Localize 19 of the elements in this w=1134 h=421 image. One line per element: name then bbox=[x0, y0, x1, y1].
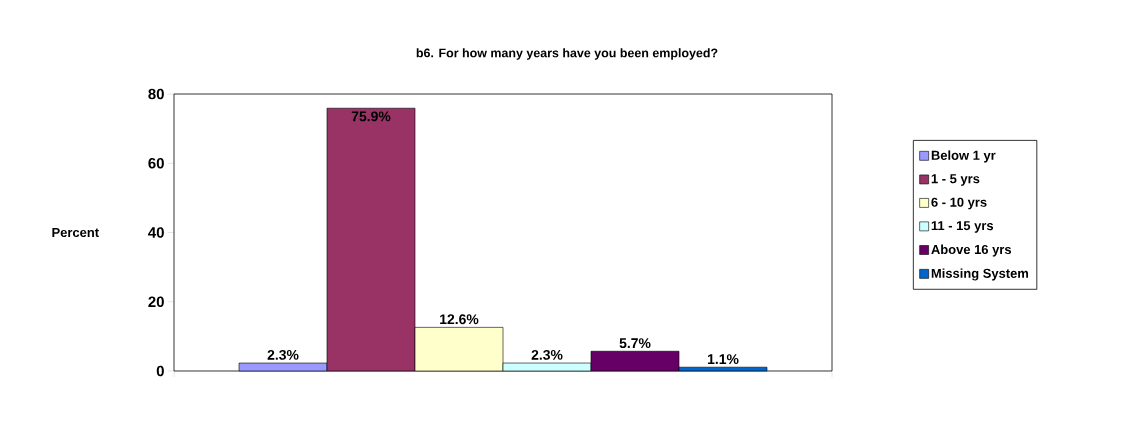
legend-label: 11 - 15 yrs bbox=[931, 221, 994, 233]
data-label: 12.6% bbox=[440, 314, 479, 325]
y-tick-label: 60 bbox=[148, 157, 164, 169]
legend-label: 1 - 5 yrs bbox=[931, 174, 980, 186]
data-label: 2.3% bbox=[531, 349, 563, 360]
y-axis-title: Percent bbox=[52, 227, 99, 238]
legend-label: Below 1 yr bbox=[931, 150, 996, 163]
data-label: 5.7% bbox=[619, 338, 651, 349]
data-label: 1.1% bbox=[707, 354, 739, 364]
y-tick-label: 0 bbox=[156, 365, 164, 377]
y-tick-label: 40 bbox=[148, 227, 164, 238]
y-tick-label: 20 bbox=[148, 296, 164, 308]
data-label: 75.9% bbox=[351, 111, 391, 122]
chart-title: b6. For how many years have you been employed? bbox=[416, 48, 718, 60]
y-tick-label: 80 bbox=[148, 88, 164, 100]
legend-label: Missing System bbox=[931, 268, 1029, 281]
legend-label: Above 16 yrs bbox=[931, 244, 1012, 257]
legend-label: 6 - 10 yrs bbox=[931, 197, 987, 210]
data-label: 2.3% bbox=[267, 349, 299, 360]
